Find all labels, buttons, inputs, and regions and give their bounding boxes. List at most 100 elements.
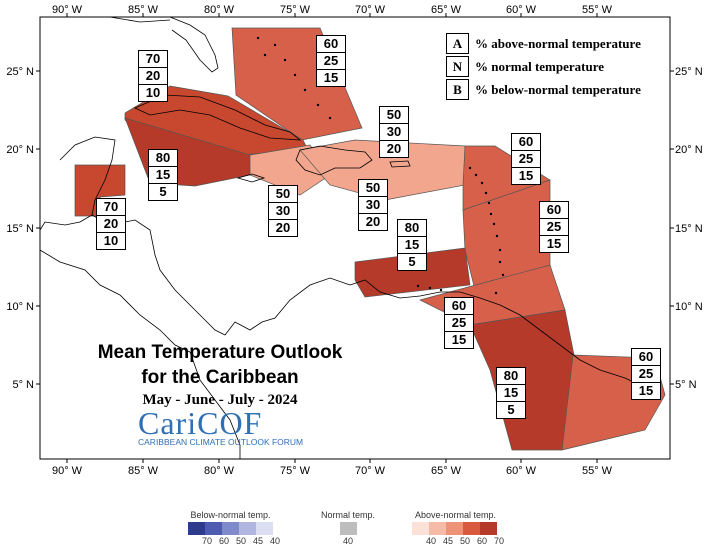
prob-box-south-puerto-rico-sea: 50 30 20 [358,179,388,231]
above-value: 80 [503,368,519,383]
normal-value: 25 [445,314,473,331]
legend-swatch [446,522,463,535]
prob-box-cuba-cayman: 70 20 10 [138,50,168,102]
legend-tick-label: 70 [202,536,213,546]
legend-below-normal: Below-normal temp. 70 60 50 45 40 [188,510,280,547]
lon-label-bottom: 65° W [431,465,462,477]
lat-label-right: 10° N [675,301,703,313]
normal-value: 30 [359,196,387,213]
legend-tick-label: 60 [477,536,488,546]
prob-box-jamaica: 80 15 5 [148,149,178,201]
below-value: 10 [139,84,167,101]
prob-box-bahamas: 60 25 15 [316,35,346,87]
coastlines [39,16,651,459]
legend-tick-label: 70 [494,536,505,546]
legend-swatches [412,522,513,535]
below-value: 15 [512,167,540,184]
legend-tick-label: 60 [219,536,230,546]
legend-ticks: 70 60 50 45 40 [188,535,280,547]
normal-value: 25 [632,365,660,382]
coastline-jamaica [236,173,266,183]
above-value: 70 [145,51,161,66]
coastline-venezuela [479,297,651,391]
legend-swatches [318,522,378,535]
lon-label-top: 85° W [128,4,159,16]
lon-label-bottom: 80° W [204,465,235,477]
normal-value: 30 [380,123,408,140]
map-period: May - June - July - 2024 [142,392,298,408]
lon-label-top: 60° W [506,4,537,16]
coastline-gulf-coast [109,16,171,23]
caricof-logo: CariCOF CARIBBEAN CLIMATE OUTLOOK FORUM [138,407,303,447]
prob-box-hispaniola-west: 50 30 20 [268,185,298,237]
coastline-puerto-rico [389,160,411,168]
legend-tick-label: 45 [253,536,264,546]
key-letter: A [446,33,469,54]
lon-label-bottom: 55° W [582,465,613,477]
above-value: 80 [155,150,171,165]
key-text: % above-normal temperature [475,35,641,51]
coastline-yucatan [39,136,116,231]
lat-label-left: 20° N [6,144,34,156]
lat-label-left: 25° N [6,66,34,78]
above-value: 50 [386,107,402,122]
normal-value: 15 [149,166,177,183]
lon-label-bottom: 90° W [52,465,83,477]
normal-value: 25 [540,218,568,235]
map-title-line1: Mean Temperature Outlook [97,342,343,363]
legend-swatch [339,522,357,535]
above-value: 60 [546,202,562,217]
lon-label-top: 55° W [582,4,613,16]
logo-name: CariCOF [138,405,263,441]
lon-label-top: 75° W [280,4,311,16]
key-text: % normal temperature [475,58,605,74]
coastline-florida [169,16,219,73]
lon-label-bottom: 60° W [506,465,537,477]
lat-label-right: 25° N [675,66,703,78]
coastline-central-america [91,214,351,336]
legend-ticks: 40 45 50 60 70 [398,535,513,547]
lat-label-left: 5° N [12,379,34,391]
lon-label-bottom: 85° W [128,465,159,477]
legend-swatch [463,522,480,535]
below-value: 10 [97,232,125,249]
legend-swatch [429,522,446,535]
legend-title: Normal temp. [320,510,375,520]
below-value: 15 [445,331,473,348]
legend-above-normal: Above-normal temp. 40 45 50 60 70 [398,510,513,547]
legend-swatch [412,522,429,535]
region-abc-islands [354,247,471,298]
prob-box-belize: 70 20 10 [96,198,126,250]
coastline-south-america-interior [189,351,241,459]
lon-label-top: 70° W [355,4,386,16]
normal-value: 15 [398,236,426,253]
below-value: 20 [359,213,387,230]
legend-title: Below-normal temp. [190,510,271,520]
coastline-hispaniola [295,145,373,176]
normal-value: 25 [512,150,540,167]
above-value: 50 [365,180,381,195]
legend-title: Above-normal temp. [414,510,497,520]
normal-value: 15 [497,384,525,401]
prob-box-guyana: 80 15 5 [496,367,526,419]
lat-label-right: 15° N [675,223,703,235]
legend-tick-label: 45 [443,536,454,546]
above-value: 80 [404,220,420,235]
key-row-above: A % above-normal temperature [446,32,641,55]
legend-tick-label: 50 [460,536,471,546]
below-value: 15 [540,235,568,252]
legend-swatches [188,522,273,535]
key-letter: N [446,56,469,77]
legend-tick-label: 40 [270,536,281,546]
normal-value: 20 [97,215,125,232]
above-value: 60 [638,349,654,364]
prob-box-hispaniola-puerto-rico: 50 30 20 [379,106,409,158]
lat-label-right: 5° N [675,379,697,391]
lon-label-bottom: 70° W [355,465,386,477]
legend-swatch [480,522,497,535]
lat-label-left: 15° N [6,223,34,235]
map-title-line2: for the Caribbean [141,367,299,388]
logo-subtitle: CARIBBEAN CLIMATE OUTLOOK FORUM [138,437,304,447]
legend-tick-label: 40 [426,536,437,546]
legend-swatch [188,522,205,535]
